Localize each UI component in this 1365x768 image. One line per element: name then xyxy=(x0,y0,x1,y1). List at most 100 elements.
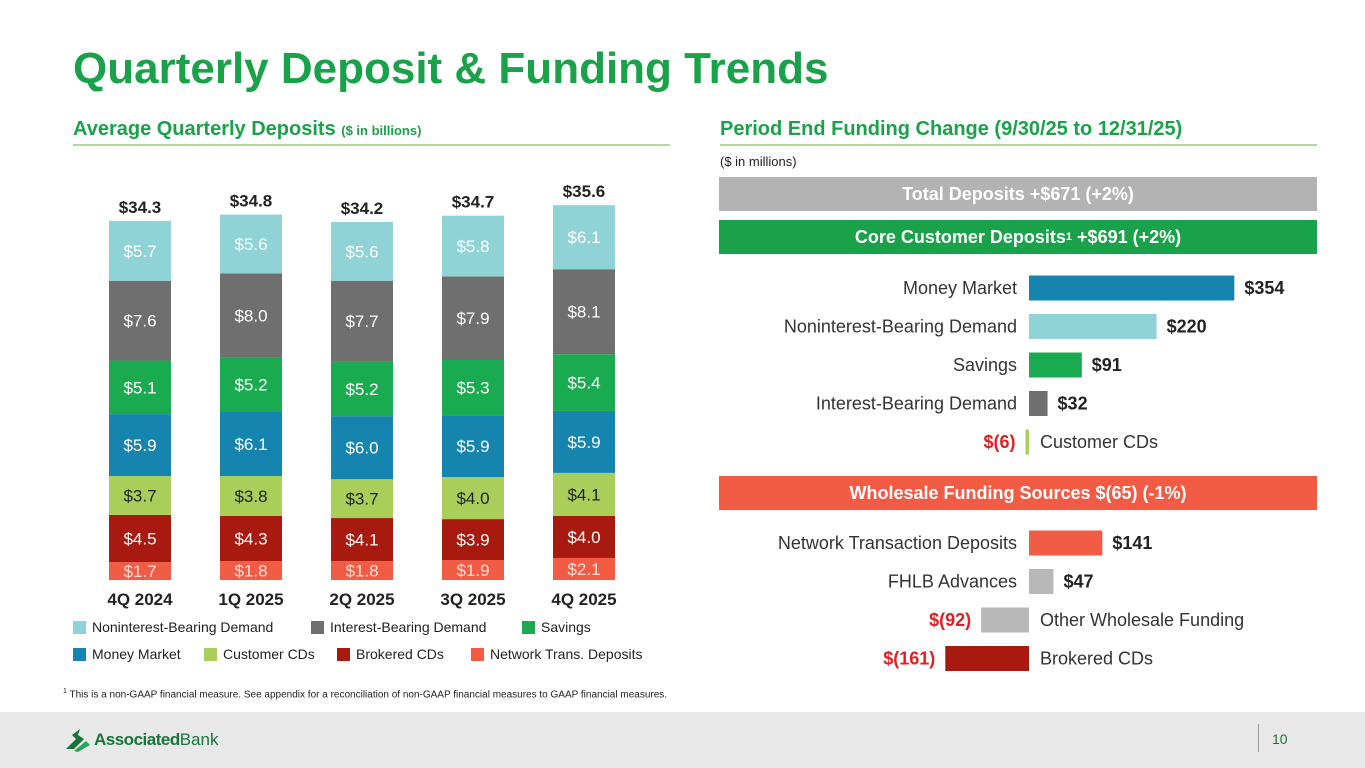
bar-segment-customer_cds xyxy=(553,472,615,516)
hbar-category-label: Network Transaction Deposits xyxy=(778,533,1017,553)
bar-segment-brokered_cds xyxy=(109,514,171,563)
bar-segment-label: $1.9 xyxy=(456,561,489,580)
logo-mark-icon xyxy=(66,729,90,752)
bar-segment-interest_bearing_demand xyxy=(220,273,282,358)
bar-segment-label: $3.8 xyxy=(234,487,267,506)
wholesale-band: Wholesale Funding Sources $(65) (-1%) xyxy=(719,476,1317,510)
legend-label: Noninterest-Bearing Demand xyxy=(92,619,274,635)
page-title: Quarterly Deposit & Funding Trends xyxy=(73,44,829,93)
bar-segment-label: $6.1 xyxy=(234,435,267,454)
right-divider xyxy=(720,144,1317,146)
footnote-sup: 1 xyxy=(63,688,67,695)
x-tick-label: 3Q 2025 xyxy=(440,590,505,609)
bar-segment-savings xyxy=(331,361,393,417)
stacked-deposits-chart: $1.7 $4.5 $3.7 $5.9 $5.1 $7.6 $5.7 $34.3 4Q 2024… xyxy=(107,182,616,609)
bar-segment-label: $5.9 xyxy=(123,436,156,455)
hbar xyxy=(1029,314,1157,339)
bar-segment-label: $3.7 xyxy=(123,486,156,505)
bar-total-label: $34.8 xyxy=(230,192,273,211)
bar-segment-label: $1.8 xyxy=(345,562,378,581)
bar-segment-brokered_cds xyxy=(553,515,615,558)
bar-segment-label: $4.5 xyxy=(123,530,156,549)
bar-segment-label: $5.3 xyxy=(456,378,489,397)
hbar xyxy=(1025,429,1029,455)
bar-segment-savings xyxy=(109,360,171,415)
bar-segment-label: $5.6 xyxy=(234,235,267,254)
core-deposits-band: Core Customer Deposits 1 +$691 (+2%) xyxy=(719,220,1317,254)
bar-segment-label: $7.6 xyxy=(123,312,156,331)
legend-label: Money Market xyxy=(92,646,181,662)
page-number: 10 xyxy=(1272,731,1288,747)
hbar-category-label: Noninterest-Bearing Demand xyxy=(784,317,1017,337)
bar-segment-interest_bearing_demand xyxy=(442,276,504,360)
bar-segment-noninterest_bearing_demand xyxy=(220,214,282,274)
hbar-value-label: $47 xyxy=(1063,572,1093,592)
hbar-category-label: Savings xyxy=(953,355,1017,375)
bar-segment-label: $5.2 xyxy=(345,380,378,399)
bar-segment-interest_bearing_demand xyxy=(109,280,171,361)
bar-segment-label: $6.1 xyxy=(567,228,600,247)
hbar xyxy=(981,607,1029,633)
core-band-suffix: +$691 (+2%) xyxy=(1072,226,1182,247)
hbar-value-label: $32 xyxy=(1058,394,1088,414)
bar-segment-label: $5.7 xyxy=(123,242,156,261)
bar-segment-label: $6.0 xyxy=(345,439,378,458)
legend-item-noninterest_bearing_demand: Noninterest-Bearing Demand xyxy=(73,619,273,635)
footnote-text: This is a non-GAAP financial measure. Se… xyxy=(69,689,668,701)
legend-item-brokered_cds: Brokered CDs xyxy=(337,646,444,662)
bar-segment-label: $4.1 xyxy=(567,485,600,504)
bar-segment-customer_cds xyxy=(331,479,393,519)
core-deposits-chart: Money Market $354 Noninterest-Bearing Dema… xyxy=(784,275,1284,455)
x-tick-label: 2Q 2025 xyxy=(329,590,394,609)
right-units: ($ in millions) xyxy=(720,154,797,169)
legend-label: Network Trans. Deposits xyxy=(490,646,643,662)
legend-swatch xyxy=(204,647,217,661)
bar-segment-label: $4.0 xyxy=(567,528,600,547)
hbar xyxy=(1029,391,1048,416)
bar-segment-network_trans_deposits xyxy=(331,561,393,580)
hbar-category-label: Money Market xyxy=(903,278,1017,298)
legend-item-money_market: Money Market xyxy=(73,646,181,662)
bar-segment-interest_bearing_demand xyxy=(331,280,393,362)
left-section-title: Average Quarterly Deposits ($ in billion… xyxy=(73,118,421,141)
bar-segment-network_trans_deposits xyxy=(109,562,171,580)
bar-segment-money_market xyxy=(331,416,393,480)
bar-segment-label: $1.7 xyxy=(123,562,156,581)
hbar-category-label: FHLB Advances xyxy=(888,572,1017,592)
hbar-value-label: $354 xyxy=(1244,278,1284,298)
x-tick-label: 4Q 2024 xyxy=(107,590,173,609)
hbar-category-label: Interest-Bearing Demand xyxy=(816,394,1017,414)
bar-segment-network_trans_deposits xyxy=(220,561,282,580)
bar-segment-savings xyxy=(220,357,282,412)
total-deposits-band: Total Deposits +$671 (+2%) xyxy=(719,177,1317,211)
hbar-value-label: $(6) xyxy=(984,432,1016,452)
bar-segment-label: $4.0 xyxy=(456,489,489,508)
hbar xyxy=(1029,569,1054,594)
bar-segment-label: $4.1 xyxy=(345,531,378,550)
right-heading: Period End Funding Change (9/30/25 to 12… xyxy=(720,118,1183,140)
bar-segment-noninterest_bearing_demand xyxy=(109,220,171,281)
bar-total-label: $35.6 xyxy=(563,182,606,201)
bar-segment-label: $1.8 xyxy=(234,562,267,581)
hbar-value-label: $(161) xyxy=(883,649,935,669)
wholesale-funding-chart: Network Transaction Deposits $141 FHLB Adv… xyxy=(778,530,1244,671)
hbar-category-label: Customer CDs xyxy=(1040,432,1158,452)
bar-segment-label: $5.6 xyxy=(345,242,378,261)
legend-item-savings: Savings xyxy=(522,619,591,635)
bar-segment-network_trans_deposits xyxy=(553,557,615,580)
bar-segment-label: $2.1 xyxy=(567,560,600,579)
core-band-prefix: Core Customer Deposits xyxy=(854,226,1066,247)
bar-segment-label: $8.0 xyxy=(234,306,267,325)
bar-segment-noninterest_bearing_demand xyxy=(553,205,615,270)
hbar xyxy=(1029,275,1235,301)
left-divider xyxy=(73,144,670,146)
hbar xyxy=(945,646,1029,671)
bar-segment-label: $5.1 xyxy=(123,378,156,397)
core-band-sup: 1 xyxy=(1065,231,1073,243)
hbar xyxy=(1029,352,1082,378)
bar-segment-label: $5.9 xyxy=(567,433,600,452)
bar-segment-label: $5.8 xyxy=(456,237,489,256)
legend-item-network_trans_deposits: Network Trans. Deposits xyxy=(471,646,643,662)
bar-segment-label: $4.3 xyxy=(234,530,267,549)
x-tick-label: 1Q 2025 xyxy=(218,590,283,609)
